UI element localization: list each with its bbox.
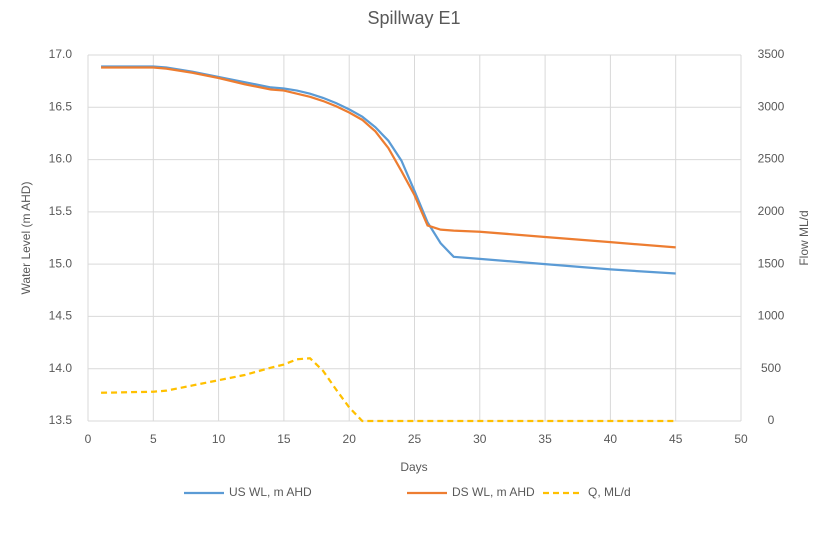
x-tick-label: 40 [604,432,618,446]
y2-tick-label: 3500 [758,47,785,61]
x-tick-label: 0 [85,432,92,446]
x-tick-label: 50 [734,432,748,446]
y-tick-label: 14.0 [49,361,73,375]
x-tick-label: 35 [538,432,552,446]
x-tick-label: 25 [408,432,422,446]
y-tick-label: 15.0 [49,256,73,270]
y2-axis-title: Flow ML/d [797,210,811,265]
y2-tick-label: 500 [761,361,781,375]
y-tick-label: 15.5 [49,204,73,218]
y2-tick-label: 0 [768,413,775,427]
x-axis-title: Days [400,460,427,474]
chart-title: Spillway E1 [367,8,460,28]
x-tick-label: 15 [277,432,291,446]
y-axis-title: Water Level (m AHD) [19,182,33,295]
y2-tick-label: 2000 [758,204,785,218]
series-line [101,357,676,423]
x-tick-label: 20 [343,432,357,446]
y2-tick-label: 1500 [758,256,785,270]
y-tick-label: 16.0 [49,152,73,166]
y2-tick-label: 2500 [758,152,785,166]
series-line [101,65,676,275]
legend-label: US WL, m AHD [229,485,312,499]
y2-tick-label: 1000 [758,309,785,323]
x-tick-label: 5 [150,432,157,446]
x-tick-label: 10 [212,432,226,446]
y-tick-label: 13.5 [49,413,73,427]
y-tick-label: 17.0 [49,47,73,61]
x-tick-label: 30 [473,432,487,446]
y-tick-label: 14.5 [49,309,73,323]
series-line [101,66,676,249]
y-tick-label: 16.5 [49,99,73,113]
y2-tick-label: 3000 [758,99,785,113]
x-tick-label: 45 [669,432,683,446]
legend-label: DS WL, m AHD [452,485,535,499]
legend-label: Q, ML/d [588,485,631,499]
